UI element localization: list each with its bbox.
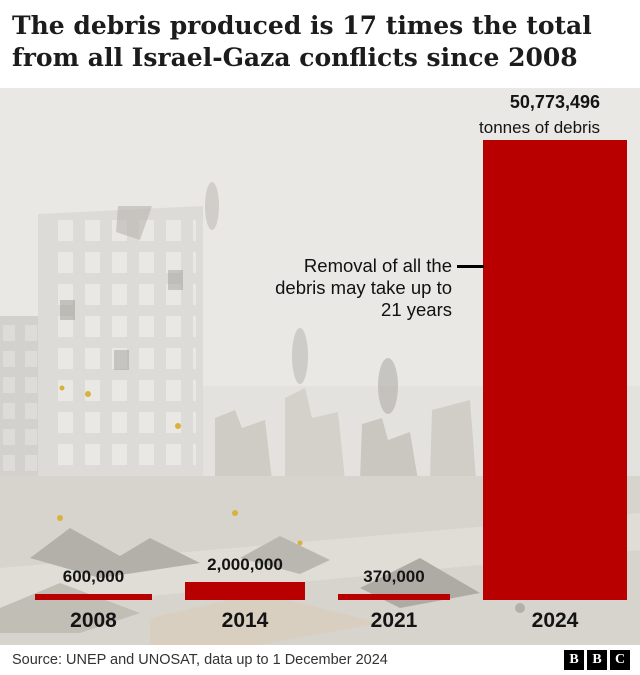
bar-value-label: 600,000 <box>62 567 125 586</box>
bbc-logo-block: B <box>564 650 584 670</box>
bbc-logo-block: B <box>587 650 607 670</box>
bar-value-label: 370,000 <box>363 567 425 586</box>
bar-2024 <box>483 140 627 600</box>
chart-title: The debris produced is 17 times the tota… <box>12 11 592 72</box>
bar-group-2014: 2,000,000 2014 <box>185 555 305 632</box>
max-bar-value: 50,773,496 <box>509 92 600 112</box>
axis-label-2021: 2021 <box>370 609 418 632</box>
bar-2021 <box>338 594 450 600</box>
annotation-text: Removal of all the debris may take up to… <box>275 255 452 321</box>
header: The debris produced is 17 times the tota… <box>0 0 640 88</box>
bar-group-2024: 2024 <box>483 140 627 632</box>
bar-2008 <box>35 594 152 600</box>
bar-group-2021: 370,000 2021 <box>338 567 450 632</box>
annotation-pointer-line <box>457 265 484 268</box>
max-bar-value-label: 50,773,496 tonnes of debris <box>479 92 600 138</box>
bar-2014 <box>185 582 305 600</box>
bar-group-2008: 600,000 2008 <box>35 567 152 632</box>
bar-value-label: 2,000,000 <box>207 555 283 574</box>
chart-area: 50,773,496 tonnes of debris Removal of a… <box>0 88 640 645</box>
source-credit: Source: UNEP and UNOSAT, data up to 1 De… <box>12 652 388 668</box>
axis-label-2014: 2014 <box>221 609 269 632</box>
footer: Source: UNEP and UNOSAT, data up to 1 De… <box>0 645 640 675</box>
bbc-logo: B B C <box>564 650 630 670</box>
unit-label: tonnes of debris <box>479 118 600 137</box>
axis-label-2008: 2008 <box>70 609 117 632</box>
axis-label-2024: 2024 <box>531 609 579 632</box>
bbc-logo-block: C <box>610 650 630 670</box>
